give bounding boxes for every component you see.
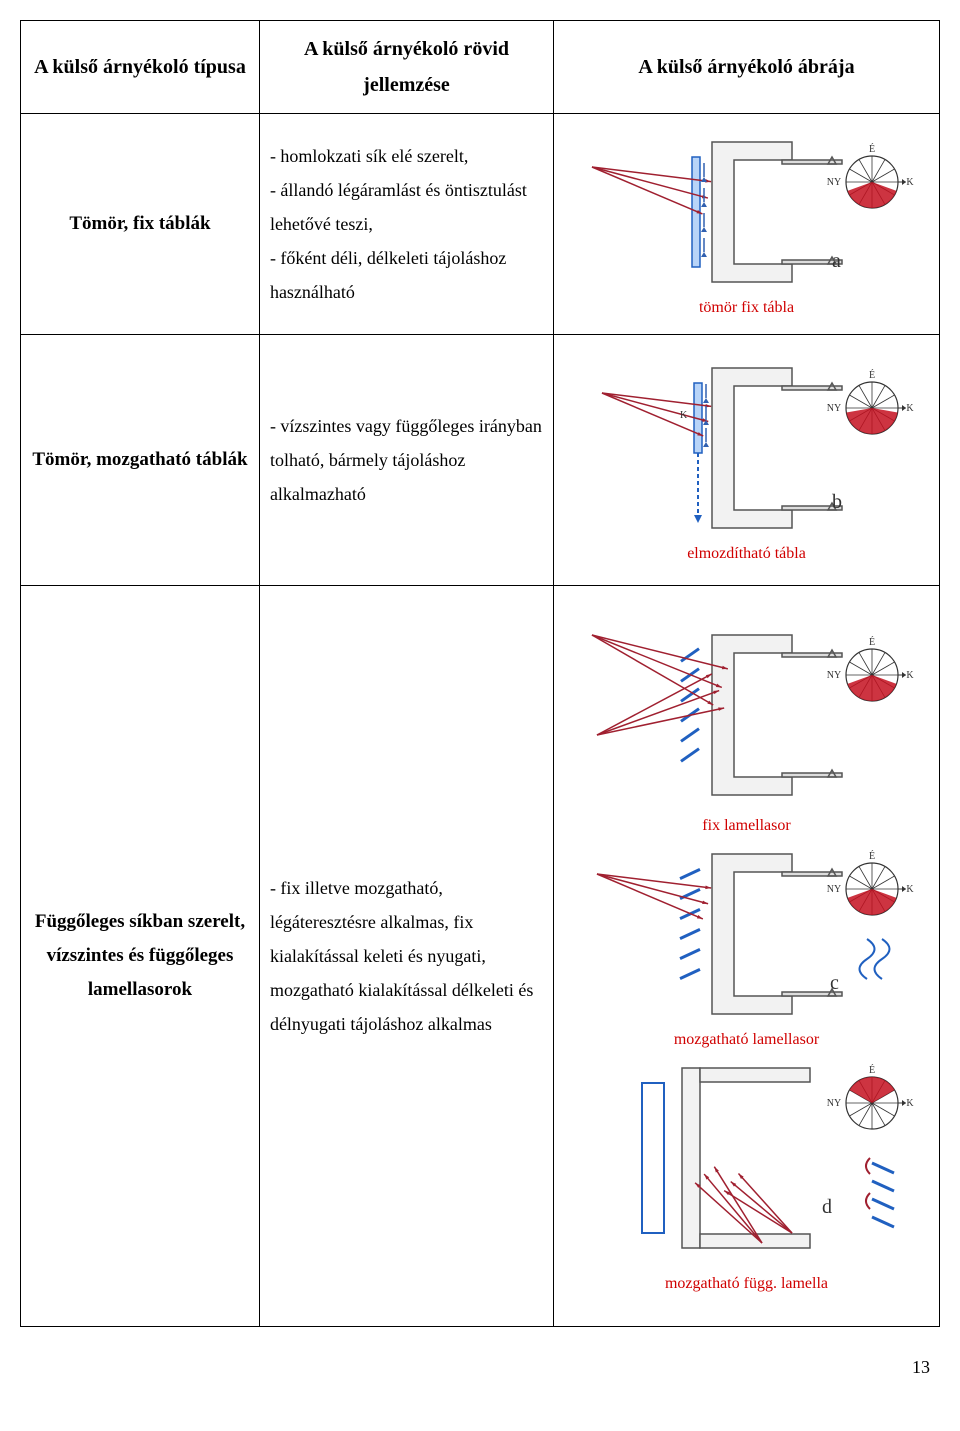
page-number: 13 — [20, 1357, 940, 1378]
svg-text:K: K — [680, 410, 688, 421]
diagram: É K NY d — [572, 1053, 922, 1273]
header-diagram: A külső árnyékoló ábrája — [554, 21, 940, 114]
svg-text:b: b — [832, 491, 842, 513]
svg-text:K: K — [906, 1098, 914, 1109]
diagram: É K NY a — [572, 127, 922, 297]
diagram-caption: fix lamellasor — [702, 817, 790, 835]
svg-text:É: É — [868, 1064, 874, 1076]
svg-text:É: É — [868, 143, 874, 155]
diagram-caption: mozgatható lamellasor — [674, 1031, 819, 1049]
svg-text:K: K — [906, 403, 914, 414]
svg-text:É: É — [868, 850, 874, 862]
svg-text:K: K — [906, 884, 914, 895]
table-row: Tömör, mozgatható táblák- vízszintes vag… — [21, 335, 940, 586]
svg-text:É: É — [868, 369, 874, 381]
svg-text:NY: NY — [826, 670, 840, 681]
svg-text:É: É — [868, 636, 874, 648]
table-row: Függőleges síkban szerelt, vízszintes és… — [21, 586, 940, 1327]
svg-text:c: c — [830, 972, 839, 994]
diagram-cell: É K NY a tömör fix tábla — [554, 114, 940, 335]
type-cell: Tömör, fix táblák — [21, 114, 260, 335]
svg-text:NY: NY — [826, 403, 840, 414]
type-cell: Tömör, mozgatható táblák — [21, 335, 260, 586]
diagram-caption: elmozdítható tábla — [687, 545, 806, 563]
svg-text:d: d — [822, 1196, 832, 1218]
svg-text:NY: NY — [826, 884, 840, 895]
svg-text:K: K — [906, 177, 914, 188]
header-type: A külső árnyékoló típusa — [21, 21, 260, 114]
svg-text:K: K — [906, 670, 914, 681]
svg-text:NY: NY — [826, 1098, 840, 1109]
svg-text:a: a — [832, 250, 841, 272]
diagram: É K NY K b — [572, 353, 922, 543]
shading-table: A külső árnyékoló típusa A külső árnyéko… — [20, 20, 940, 1327]
diagram: É K NY — [572, 615, 922, 815]
diagram-cell: É K NY K b elmozdítható tábla — [554, 335, 940, 586]
svg-text:NY: NY — [826, 177, 840, 188]
type-cell: Függőleges síkban szerelt, vízszintes és… — [21, 586, 260, 1327]
diagram-cell: É K NY fix lamellasor É K NY c mozgathat… — [554, 586, 940, 1327]
desc-cell: - homlokzati sík elé szerelt, - állandó … — [259, 114, 553, 335]
header-desc: A külső árnyékoló rövid jellemzése — [259, 21, 553, 114]
diagram: É K NY c — [572, 839, 922, 1029]
desc-cell: - vízszintes vagy függőleges irányban to… — [259, 335, 553, 586]
table-row: Tömör, fix táblák- homlokzati sík elé sz… — [21, 114, 940, 335]
diagram-caption: tömör fix tábla — [699, 299, 794, 317]
diagram-caption: mozgatható függ. lamella — [665, 1275, 828, 1293]
desc-cell: - fix illetve mozgatható, légáteresztésr… — [259, 586, 553, 1327]
